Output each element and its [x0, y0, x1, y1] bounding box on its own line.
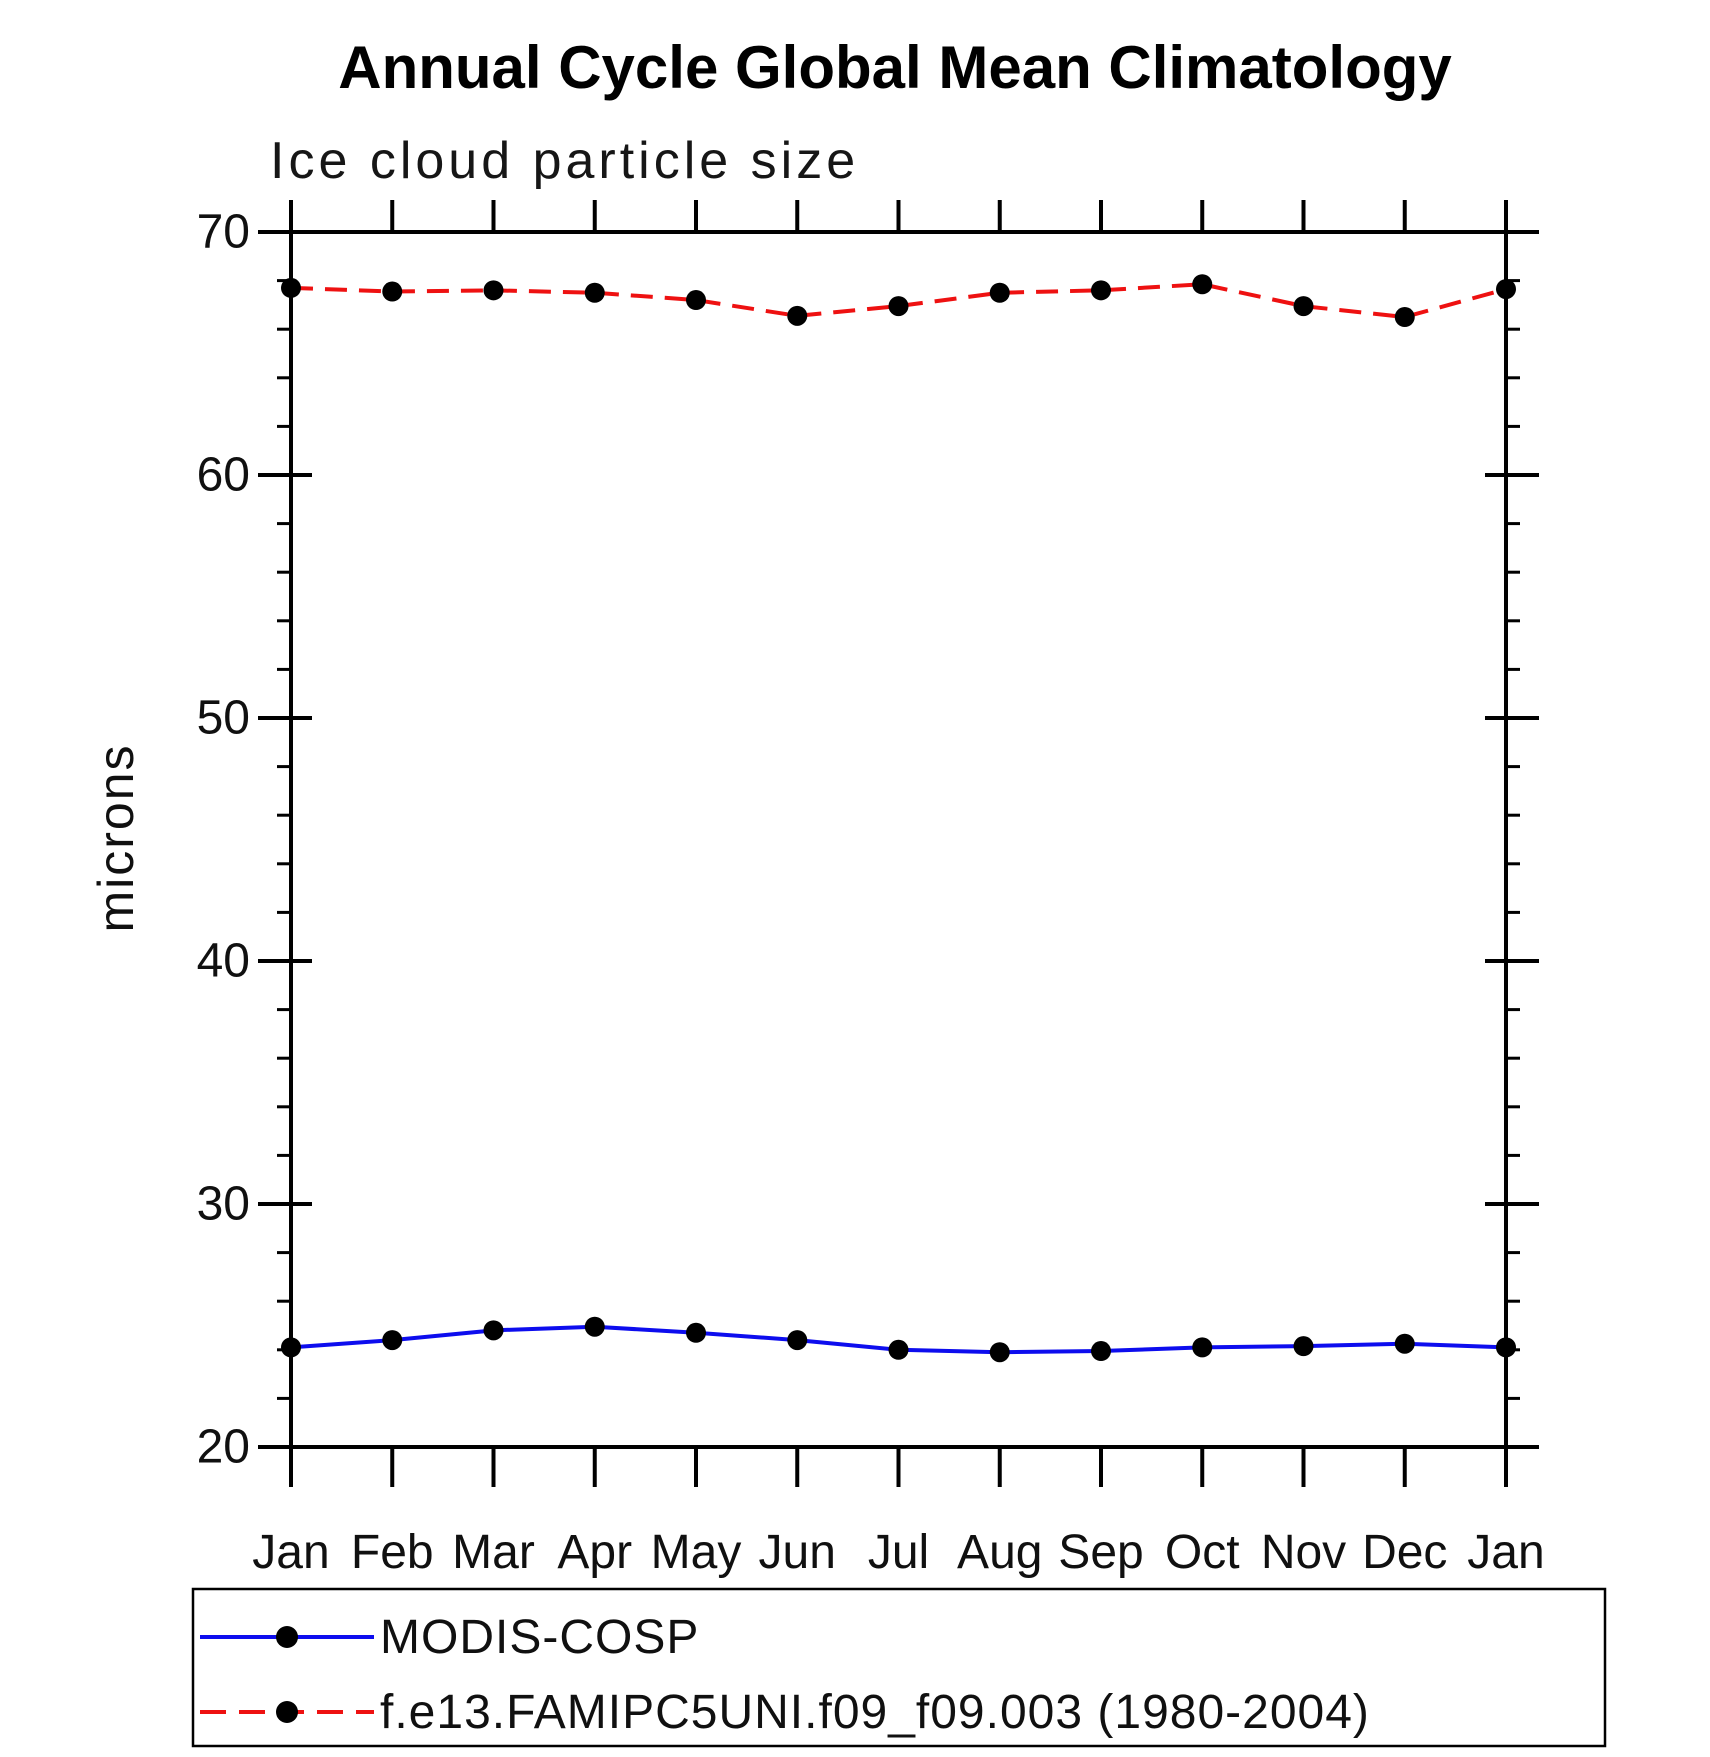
data-point-marker — [888, 296, 909, 317]
series-model — [281, 274, 1516, 328]
data-point-marker — [1192, 1337, 1213, 1358]
x-tick-label: Jun — [759, 1526, 836, 1579]
data-point-marker — [686, 1322, 706, 1343]
data-point-marker — [787, 305, 808, 326]
data-point-marker — [989, 1342, 1010, 1363]
chart-title: Annual Cycle Global Mean Climatology — [338, 34, 1452, 101]
plot-border — [289, 230, 1508, 1449]
data-point-marker — [787, 1330, 808, 1351]
legend-label: MODIS-COSP — [380, 1611, 699, 1664]
data-point-marker — [1496, 279, 1516, 300]
data-point-marker — [1496, 1337, 1516, 1358]
x-tick-label: Jan — [252, 1526, 329, 1579]
data-point-marker — [1192, 274, 1213, 295]
legend-marker — [276, 1626, 298, 1648]
x-tick-label: Jan — [1467, 1526, 1544, 1579]
data-point-marker — [888, 1339, 909, 1360]
x-axis: Jan Feb Mar Apr May Jun Jul Aug Sep Oct Nov Dec Jan — [252, 200, 1545, 1579]
data-point-marker — [382, 281, 403, 302]
data-point-marker — [483, 1320, 504, 1341]
data-point-marker — [1293, 296, 1314, 317]
data-point-marker — [382, 1330, 403, 1351]
y-tick-label: 20 — [197, 1421, 250, 1474]
x-tick-label: Feb — [351, 1526, 434, 1579]
x-tick-label: Nov — [1261, 1526, 1346, 1579]
data-point-marker — [989, 282, 1010, 303]
y-tick-label: 40 — [197, 935, 250, 988]
legend-box — [191, 1587, 1607, 1748]
legend: MODIS-COSP f.e13.FAMIPC5UNI.f09_f09.003 (… — [191, 1587, 1607, 1748]
x-tick-label: Jul — [868, 1526, 929, 1579]
y-tick-label: 30 — [197, 1178, 250, 1231]
data-point-marker — [1091, 280, 1111, 301]
x-tick-label: Sep — [1058, 1526, 1143, 1579]
series-modis-cosp — [281, 1316, 1516, 1363]
x-tick-label: Dec — [1362, 1526, 1447, 1579]
x-tick-label: Mar — [452, 1526, 535, 1579]
data-point-marker — [483, 280, 504, 301]
data-point-marker — [1394, 1333, 1415, 1354]
plot-frame — [289, 230, 1508, 1449]
legend-label: f.e13.FAMIPC5UNI.f09_f09.003 (1980-2004) — [380, 1686, 1370, 1739]
data-point-marker — [281, 277, 301, 298]
x-tick-label: Oct — [1165, 1526, 1240, 1579]
y-tick-label: 70 — [197, 206, 250, 259]
data-point-marker — [1293, 1336, 1314, 1357]
legend-marker — [276, 1701, 298, 1723]
data-point-marker — [1394, 307, 1415, 328]
data-point-marker — [584, 282, 605, 303]
y-axis: 20 30 40 50 60 70 — [197, 206, 1539, 1474]
y-tick-label: 50 — [197, 692, 250, 745]
chart-subtitle: Ice cloud particle size — [270, 132, 859, 190]
data-point-marker — [1091, 1341, 1111, 1362]
x-tick-label: May — [651, 1526, 742, 1579]
y-tick-label: 60 — [197, 449, 250, 502]
data-point-marker — [281, 1337, 301, 1358]
y-axis-title: microns — [88, 743, 144, 932]
x-tick-label: Apr — [557, 1526, 632, 1579]
x-tick-label: Aug — [957, 1526, 1042, 1579]
data-point-marker — [686, 290, 706, 311]
data-point-marker — [584, 1316, 605, 1337]
